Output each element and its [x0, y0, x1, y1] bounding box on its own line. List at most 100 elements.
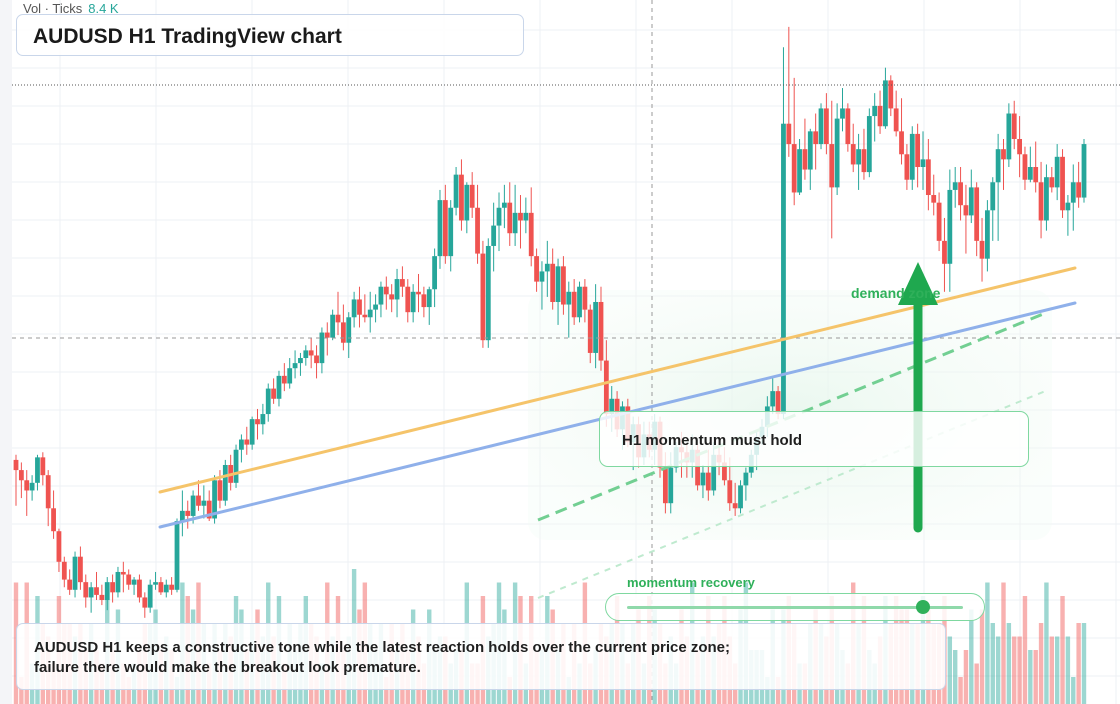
candle-body — [357, 299, 362, 315]
candle-body — [947, 189, 953, 264]
candle-body — [807, 131, 813, 170]
candle-body — [459, 174, 464, 221]
candle-body — [281, 375, 287, 384]
volume-bar — [979, 609, 985, 704]
candle-body — [40, 457, 46, 476]
candle-body — [373, 304, 378, 310]
candle-body — [324, 332, 330, 338]
volume-bar — [1049, 636, 1054, 704]
candle-body — [802, 149, 808, 170]
candle-body — [770, 391, 776, 407]
volume-bar — [1060, 596, 1065, 704]
volume-bar — [985, 582, 990, 704]
candle-body — [13, 459, 19, 471]
candle-body — [1017, 138, 1022, 155]
volume-bar — [1017, 636, 1022, 704]
candle-body — [550, 263, 556, 302]
candle-body — [35, 457, 40, 483]
chart-title: AUDUSD H1 TradingView chart — [33, 25, 342, 48]
candle-body — [1076, 182, 1082, 198]
volume-bar — [1071, 677, 1076, 704]
candle-body — [893, 108, 899, 132]
candle-body — [421, 294, 427, 308]
volume-bar — [566, 677, 571, 704]
candle-body — [877, 105, 883, 127]
candle-body — [963, 205, 969, 216]
candle-body — [942, 240, 947, 264]
volume-bar — [969, 609, 974, 704]
candle-body — [936, 202, 942, 241]
candle-body — [147, 584, 153, 608]
candle-body — [340, 322, 346, 343]
candle-body — [255, 419, 260, 425]
candle-body — [791, 144, 797, 193]
candle-body — [29, 482, 35, 491]
candle-body — [158, 582, 164, 593]
candle-body — [534, 256, 539, 282]
candle-body — [120, 571, 126, 575]
demand-zone-label: demand zone — [851, 285, 941, 301]
candle-body — [904, 154, 910, 180]
analysis-summary: AUDUSD H1 keeps a constructive tone whil… — [34, 639, 731, 676]
momentum-recovery-slider[interactable] — [605, 593, 985, 621]
candle-body — [555, 266, 561, 302]
candle-body — [389, 294, 395, 300]
volume-bar — [947, 636, 953, 704]
volume-bar — [1081, 623, 1087, 704]
candle-body — [781, 123, 786, 415]
candle-body — [190, 495, 196, 516]
candle-body — [410, 291, 416, 313]
volume-bar — [1012, 636, 1017, 704]
momentum-recovery-label: momentum recovery — [627, 575, 755, 590]
volume-indicator-name: Vol · Ticks — [23, 1, 83, 16]
volume-bar — [1028, 650, 1033, 704]
candle-body — [367, 309, 373, 318]
candle-body — [239, 439, 244, 450]
volume-indicator-value: 8.4 K — [88, 1, 119, 16]
candle-body — [362, 314, 368, 318]
candle-body — [695, 449, 700, 486]
candle-body — [346, 317, 352, 343]
candle-body — [931, 195, 937, 203]
candle-body — [308, 350, 314, 356]
candle-body — [1001, 149, 1006, 160]
candle-body — [968, 187, 974, 216]
candle-body — [244, 439, 250, 445]
volume-bar — [1006, 623, 1012, 704]
candle-body — [163, 584, 169, 593]
candle-body — [544, 263, 550, 272]
candle-body — [265, 388, 271, 415]
candle-body — [61, 561, 67, 580]
candle-body — [662, 467, 668, 504]
candle-body — [496, 207, 502, 226]
volume-bar — [974, 663, 979, 704]
candle-body — [501, 202, 507, 208]
candle-body — [351, 299, 357, 318]
candle-body — [840, 108, 845, 119]
candle-body — [115, 571, 121, 593]
candle-body — [319, 332, 325, 364]
candle-body — [1081, 144, 1087, 198]
candle-body — [67, 579, 73, 590]
candle-body — [577, 286, 582, 318]
candle-body — [94, 587, 99, 595]
candle-body — [582, 286, 588, 310]
momentum-slider-handle[interactable] — [915, 600, 930, 614]
candle-body — [169, 584, 175, 590]
candle-body — [292, 363, 298, 369]
candle-body — [179, 510, 185, 522]
candle-body — [480, 253, 486, 341]
candle-body — [432, 256, 438, 290]
candle-body — [797, 149, 802, 193]
candle-body — [437, 200, 443, 257]
candle-body — [469, 184, 475, 208]
candle-body — [1070, 182, 1076, 203]
candle-body — [1027, 167, 1033, 180]
candle-body — [518, 212, 523, 221]
candle-body — [1065, 202, 1071, 211]
candle-body — [88, 587, 94, 598]
candle-body — [464, 184, 470, 221]
candle-body — [603, 360, 609, 415]
candle-body — [206, 500, 212, 519]
candle-body — [512, 212, 518, 234]
